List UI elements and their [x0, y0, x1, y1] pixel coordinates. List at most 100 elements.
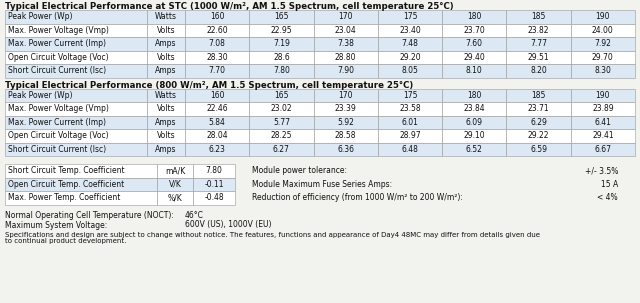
- Bar: [442, 37, 506, 51]
- Bar: [506, 142, 571, 156]
- Bar: [147, 102, 185, 115]
- Bar: [193, 178, 235, 191]
- Bar: [250, 51, 314, 64]
- Text: 8.05: 8.05: [401, 66, 419, 75]
- Text: 7.70: 7.70: [209, 66, 226, 75]
- Bar: [314, 37, 378, 51]
- Text: 190: 190: [596, 12, 610, 21]
- Text: Amps: Amps: [156, 145, 177, 154]
- Bar: [314, 24, 378, 37]
- Text: 23.70: 23.70: [463, 26, 485, 35]
- Text: Max. Power Current (Imp): Max. Power Current (Imp): [8, 118, 106, 127]
- Bar: [185, 51, 250, 64]
- Bar: [442, 88, 506, 102]
- Text: Module power tolerance:: Module power tolerance:: [252, 166, 347, 175]
- Text: 23.40: 23.40: [399, 26, 421, 35]
- Bar: [506, 37, 571, 51]
- Text: -0.48: -0.48: [204, 193, 224, 202]
- Bar: [314, 51, 378, 64]
- Text: mA/K: mA/K: [165, 166, 185, 175]
- Bar: [571, 129, 635, 142]
- Text: 6.09: 6.09: [466, 118, 483, 127]
- Bar: [147, 142, 185, 156]
- Bar: [506, 129, 571, 142]
- Bar: [314, 115, 378, 129]
- Bar: [147, 64, 185, 78]
- Text: Max. Power Voltage (Vmp): Max. Power Voltage (Vmp): [8, 104, 109, 113]
- Bar: [378, 129, 442, 142]
- Text: 22.60: 22.60: [206, 26, 228, 35]
- Text: 15 A: 15 A: [601, 180, 618, 189]
- Text: 165: 165: [274, 12, 289, 21]
- Bar: [442, 142, 506, 156]
- Text: to continual product development.: to continual product development.: [5, 238, 126, 245]
- Bar: [5, 37, 147, 51]
- Bar: [5, 178, 157, 191]
- Text: 6.48: 6.48: [401, 145, 419, 154]
- Bar: [147, 129, 185, 142]
- Text: 8.20: 8.20: [530, 66, 547, 75]
- Bar: [506, 115, 571, 129]
- Text: 175: 175: [403, 91, 417, 100]
- Text: Short Circuit Temp. Coefficient: Short Circuit Temp. Coefficient: [8, 166, 125, 175]
- Text: Watts: Watts: [155, 91, 177, 100]
- Text: +/- 3.5%: +/- 3.5%: [584, 166, 618, 175]
- Text: 5.84: 5.84: [209, 118, 225, 127]
- Bar: [571, 51, 635, 64]
- Text: 8.30: 8.30: [595, 66, 611, 75]
- Text: 29.51: 29.51: [528, 53, 549, 62]
- Text: 46°C: 46°C: [185, 211, 204, 221]
- Text: 6.23: 6.23: [209, 145, 225, 154]
- Text: Max. Power Current (Imp): Max. Power Current (Imp): [8, 39, 106, 48]
- Bar: [378, 64, 442, 78]
- Bar: [185, 102, 250, 115]
- Bar: [571, 88, 635, 102]
- Bar: [314, 10, 378, 24]
- Text: 23.71: 23.71: [528, 104, 549, 113]
- Bar: [5, 102, 147, 115]
- Bar: [157, 191, 193, 205]
- Text: 6.27: 6.27: [273, 145, 290, 154]
- Text: 6.29: 6.29: [530, 118, 547, 127]
- Bar: [250, 142, 314, 156]
- Bar: [571, 102, 635, 115]
- Text: V/K: V/K: [168, 180, 181, 189]
- Bar: [314, 88, 378, 102]
- Bar: [185, 37, 250, 51]
- Text: Watts: Watts: [155, 12, 177, 21]
- Text: 7.80: 7.80: [273, 66, 290, 75]
- Bar: [378, 88, 442, 102]
- Text: Short Circuit Current (Isc): Short Circuit Current (Isc): [8, 145, 106, 154]
- Text: 7.08: 7.08: [209, 39, 225, 48]
- Text: 24.00: 24.00: [592, 26, 614, 35]
- Bar: [147, 10, 185, 24]
- Bar: [147, 24, 185, 37]
- Bar: [571, 142, 635, 156]
- Text: 180: 180: [467, 91, 481, 100]
- Bar: [250, 102, 314, 115]
- Text: 23.82: 23.82: [528, 26, 549, 35]
- Bar: [185, 24, 250, 37]
- Text: 6.41: 6.41: [595, 118, 611, 127]
- Bar: [250, 10, 314, 24]
- Text: 22.95: 22.95: [271, 26, 292, 35]
- Bar: [5, 51, 147, 64]
- Bar: [250, 64, 314, 78]
- Bar: [506, 10, 571, 24]
- Text: Peak Power (Wp): Peak Power (Wp): [8, 12, 72, 21]
- Bar: [5, 10, 147, 24]
- Text: Typical Electrical Performance (800 W/m², AM 1.5 Spectrum, cell temperature 25°C: Typical Electrical Performance (800 W/m²…: [5, 81, 413, 89]
- Bar: [193, 164, 235, 178]
- Bar: [571, 37, 635, 51]
- Text: Max. Power Temp. Coefficient: Max. Power Temp. Coefficient: [8, 193, 120, 202]
- Bar: [5, 164, 157, 178]
- Bar: [506, 88, 571, 102]
- Text: Amps: Amps: [156, 118, 177, 127]
- Text: 8.10: 8.10: [466, 66, 483, 75]
- Bar: [378, 102, 442, 115]
- Text: 28.30: 28.30: [206, 53, 228, 62]
- Text: 28.6: 28.6: [273, 53, 290, 62]
- Text: 23.02: 23.02: [271, 104, 292, 113]
- Text: 6.67: 6.67: [595, 145, 611, 154]
- Text: 185: 185: [531, 91, 546, 100]
